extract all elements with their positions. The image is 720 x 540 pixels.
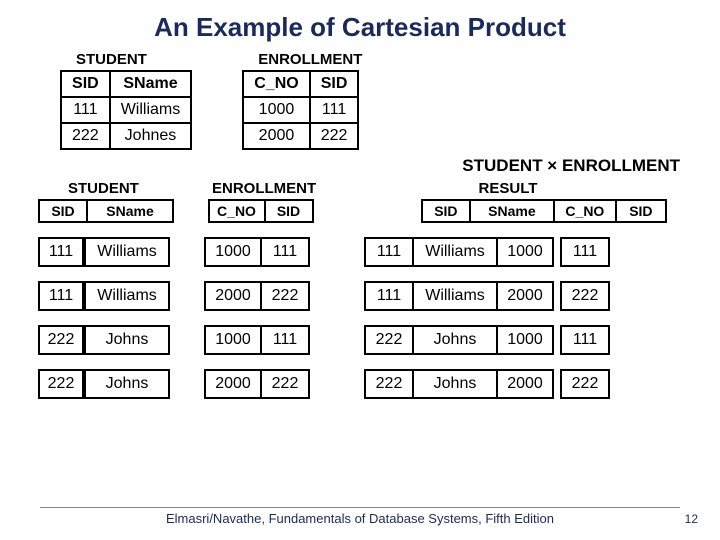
slide-title: An Example of Cartesian Product [0,0,720,43]
cell-student-sname: Johns [84,369,170,399]
cell-result-sname: Williams [414,281,498,311]
cell-result-sid: 222 [364,369,414,399]
cell-enroll-sid: 111 [262,237,310,267]
cell-enroll-cno: 2000 [204,369,262,399]
student-label: STUDENT [60,51,192,68]
cross-product-label: STUDENT × ENROLLMENT [0,156,720,176]
top-tables-row: STUDENT SID SName 111 Williams 222 Johne… [0,43,720,150]
cell-result-sname: Johns [414,369,498,399]
cell-result-sid: 222 [364,325,414,355]
cell-student-sid: 222 [38,369,84,399]
enrollment-cell: 2000 [243,123,309,149]
col-header: SID [38,199,88,223]
student-cell: 222 [61,123,110,149]
data-row: 111Williams1000111111Williams1000111 [38,237,720,267]
cell-enroll-sid: 111 [262,325,310,355]
cell-enroll-sid: 222 [262,281,310,311]
cell-result-sid2: 111 [560,325,610,355]
student-header-sname: SName [110,71,192,97]
enrollment-header-cno: C_NO [243,71,309,97]
enrollment-header-sid: SID [310,71,359,97]
enrollment-label: ENROLLMENT [242,51,362,68]
cell-student-sname: Williams [84,237,170,267]
page-number: 12 [685,512,698,526]
student-header-sid: SID [61,71,110,97]
cell-result-sid: 111 [364,237,414,267]
student-cell: Johnes [110,123,192,149]
cell-student-sid: 111 [38,237,84,267]
cell-result-sid2: 222 [560,369,610,399]
cell-result-sid2: 222 [560,281,610,311]
cell-result-cno: 2000 [498,281,554,311]
data-row: 111Williams2000222111Williams2000222 [38,281,720,311]
cell-enroll-sid: 222 [262,369,310,399]
data-row: 222Johns2000222222Johns2000222 [38,369,720,399]
col-header: SID [421,199,471,223]
enrollment-table-block: ENROLLMENT C_NO SID 1000 111 2000 222 [242,51,362,150]
cell-enroll-cno: 1000 [204,325,262,355]
cell-result-sid2: 111 [560,237,610,267]
student-table: SID SName 111 Williams 222 Johnes [60,70,192,150]
cell-result-cno: 1000 [498,237,554,267]
cell-enroll-cno: 1000 [204,237,262,267]
bottom-header-student: STUDENT [38,180,208,197]
bottom-column-headers: SID SName C_NO SID SID SName C_NO SID [38,199,720,223]
cell-result-sname: Johns [414,325,498,355]
cell-enroll-cno: 2000 [204,281,262,311]
col-header: C_NO [555,199,617,223]
bottom-grid: STUDENT ENROLLMENT RESULT SID SName C_NO… [0,180,720,399]
cell-result-sid: 111 [364,281,414,311]
student-cell: Williams [110,97,192,123]
bottom-section-headers: STUDENT ENROLLMENT RESULT [38,180,720,197]
col-header: SID [266,199,314,223]
enrollment-cell: 222 [310,123,359,149]
footer-divider [40,507,680,508]
col-header: SName [88,199,174,223]
bottom-header-result: RESULT [368,180,648,197]
enrollment-table: C_NO SID 1000 111 2000 222 [242,70,359,150]
data-row: 222Johns1000111222Johns1000111 [38,325,720,355]
cell-student-sid: 222 [38,325,84,355]
enrollment-cell: 111 [310,97,359,123]
bottom-header-enrollment: ENROLLMENT [208,180,368,197]
student-cell: 111 [61,97,110,123]
cell-student-sname: Williams [84,281,170,311]
col-header: C_NO [208,199,266,223]
student-table-block: STUDENT SID SName 111 Williams 222 Johne… [60,51,192,150]
cell-result-sname: Williams [414,237,498,267]
cell-student-sname: Johns [84,325,170,355]
col-header: SName [471,199,555,223]
cell-student-sid: 111 [38,281,84,311]
enrollment-cell: 1000 [243,97,309,123]
footer-text: Elmasri/Navathe, Fundamentals of Databas… [0,511,720,526]
cell-result-cno: 1000 [498,325,554,355]
col-header: SID [617,199,667,223]
cell-result-cno: 2000 [498,369,554,399]
